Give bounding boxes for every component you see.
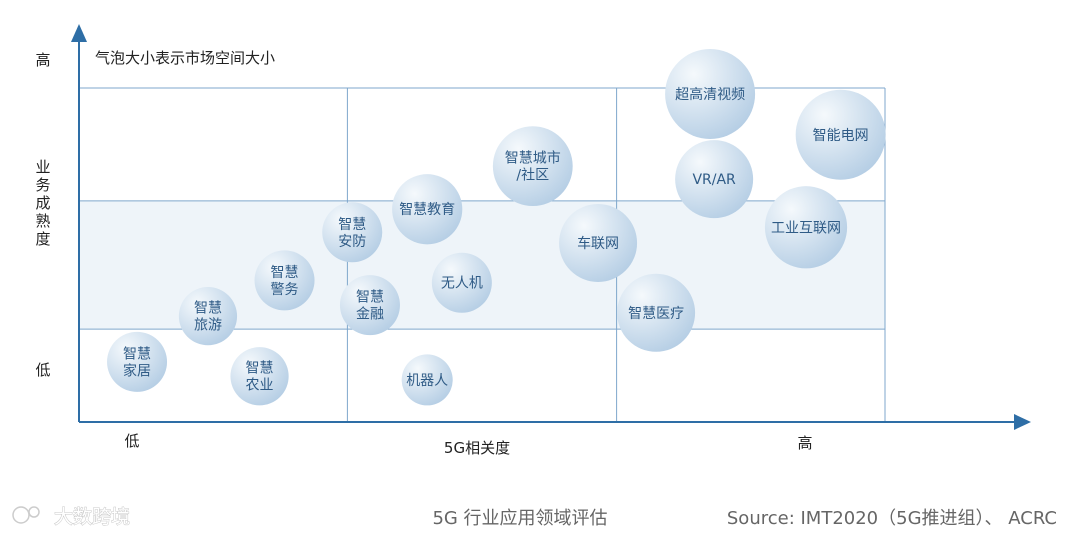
y-axis-arrow-icon [71,24,87,42]
bubble-label: 智慧农业 [246,361,274,394]
watermark-logo-icon [12,506,30,524]
y-axis-label: 业务成熟度 [35,158,50,248]
bubble-10: 车联网 [559,203,638,282]
bubble-11: 智慧医疗 [617,273,696,352]
bubble-circle [675,140,754,219]
watermark-logo-dot-icon [28,506,40,518]
bubble-label: 智慧城市/社区 [505,150,561,184]
y-tick-high: 高 [35,51,50,69]
bubble-circle [764,186,848,269]
bubble-circle [559,203,638,282]
bubble-label: 智慧金融 [356,290,384,323]
bubble-circle [178,287,238,346]
bubble-12: 超高清视频 [665,49,756,140]
bubble-label: 机器人 [406,373,448,389]
bubble-circle [795,89,886,180]
bubble-8: 无人机 [431,252,492,313]
bubble-circle [401,354,453,406]
watermark: 大数跨境 [12,506,131,529]
bubble-6: 机器人 [401,354,453,406]
bubble-7: 智慧教育 [392,174,463,245]
bubble-9: 智慧城市/社区 [492,126,573,207]
bubble-label: 无人机 [441,276,483,292]
bubble-circle [254,250,315,311]
bubble-2: 智慧旅游 [178,287,238,346]
bubble-circle [492,126,573,207]
bubble-label: VR/AR [692,172,736,188]
bubble-label: 智能电网 [813,128,869,144]
bubble-circle [392,174,463,245]
bubble-circle [339,275,400,336]
bubble-label: 智慧旅游 [194,301,222,334]
bubble-circle [431,252,492,313]
x-axis-arrow-icon [1014,414,1031,430]
bubble-label: 智慧教育 [399,202,455,218]
x-axis-label: 5G相关度 [444,439,510,457]
bubble-14: 智能电网 [795,89,886,180]
bubble-circle [322,202,383,263]
x-tick-high: 高 [797,434,812,452]
x-tick-low: 低 [124,432,139,450]
bubble-label: 工业互联网 [771,220,841,236]
watermark-text: 大数跨境 [54,506,130,528]
source-text: Source: IMT2020（5G推进组）、 ACRC [727,508,1057,529]
bubble-label: 智慧安防 [338,217,366,250]
bubble-1: 智慧农业 [230,347,289,406]
bubble-5: 智慧金融 [339,275,400,336]
bubble-4: 智慧安防 [322,202,383,263]
bubble-label: 智慧警务 [271,265,299,298]
bubble-0: 智慧家居 [107,331,168,392]
bubble-15: 工业互联网 [764,186,848,269]
bubble-circle [107,331,168,392]
bubble-label: 智慧家居 [123,346,151,379]
bubble-label: 超高清视频 [675,86,745,103]
bubble-circle [617,273,696,352]
y-tick-low: 低 [35,361,50,379]
bubble-label: 车联网 [577,235,619,252]
bubble-size-note: 气泡大小表示市场空间大小 [95,49,275,67]
chart-caption: 5G 行业应用领域评估 [432,508,607,529]
bubble-circle [665,49,756,140]
bubble-circle [230,347,289,406]
bubble-3: 智慧警务 [254,250,315,311]
bubble-label: 智慧医疗 [628,306,684,322]
bubble-13: VR/AR [675,140,754,219]
